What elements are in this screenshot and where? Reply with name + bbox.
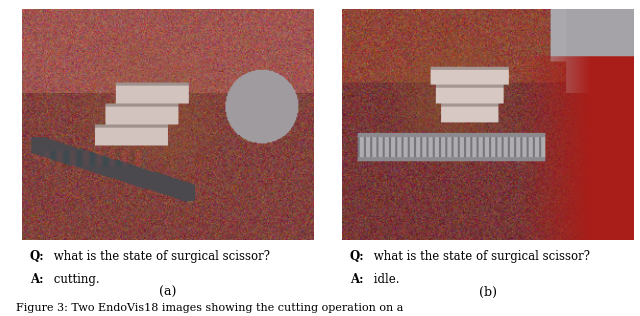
Text: what is the state of surgical scissor?: what is the state of surgical scissor?	[370, 250, 590, 263]
Text: Q:: Q:	[349, 250, 364, 263]
Text: Q:: Q:	[29, 250, 44, 263]
Text: Figure 3: Two EndoVis18 images showing the cutting operation on a: Figure 3: Two EndoVis18 images showing t…	[16, 303, 403, 313]
Text: (b): (b)	[479, 286, 497, 299]
Text: A:: A:	[29, 273, 43, 286]
Text: cutting.: cutting.	[50, 273, 100, 286]
Text: (a): (a)	[159, 286, 177, 299]
Text: what is the state of surgical scissor?: what is the state of surgical scissor?	[50, 250, 270, 263]
Text: idle.: idle.	[370, 273, 399, 286]
Text: A:: A:	[349, 273, 363, 286]
